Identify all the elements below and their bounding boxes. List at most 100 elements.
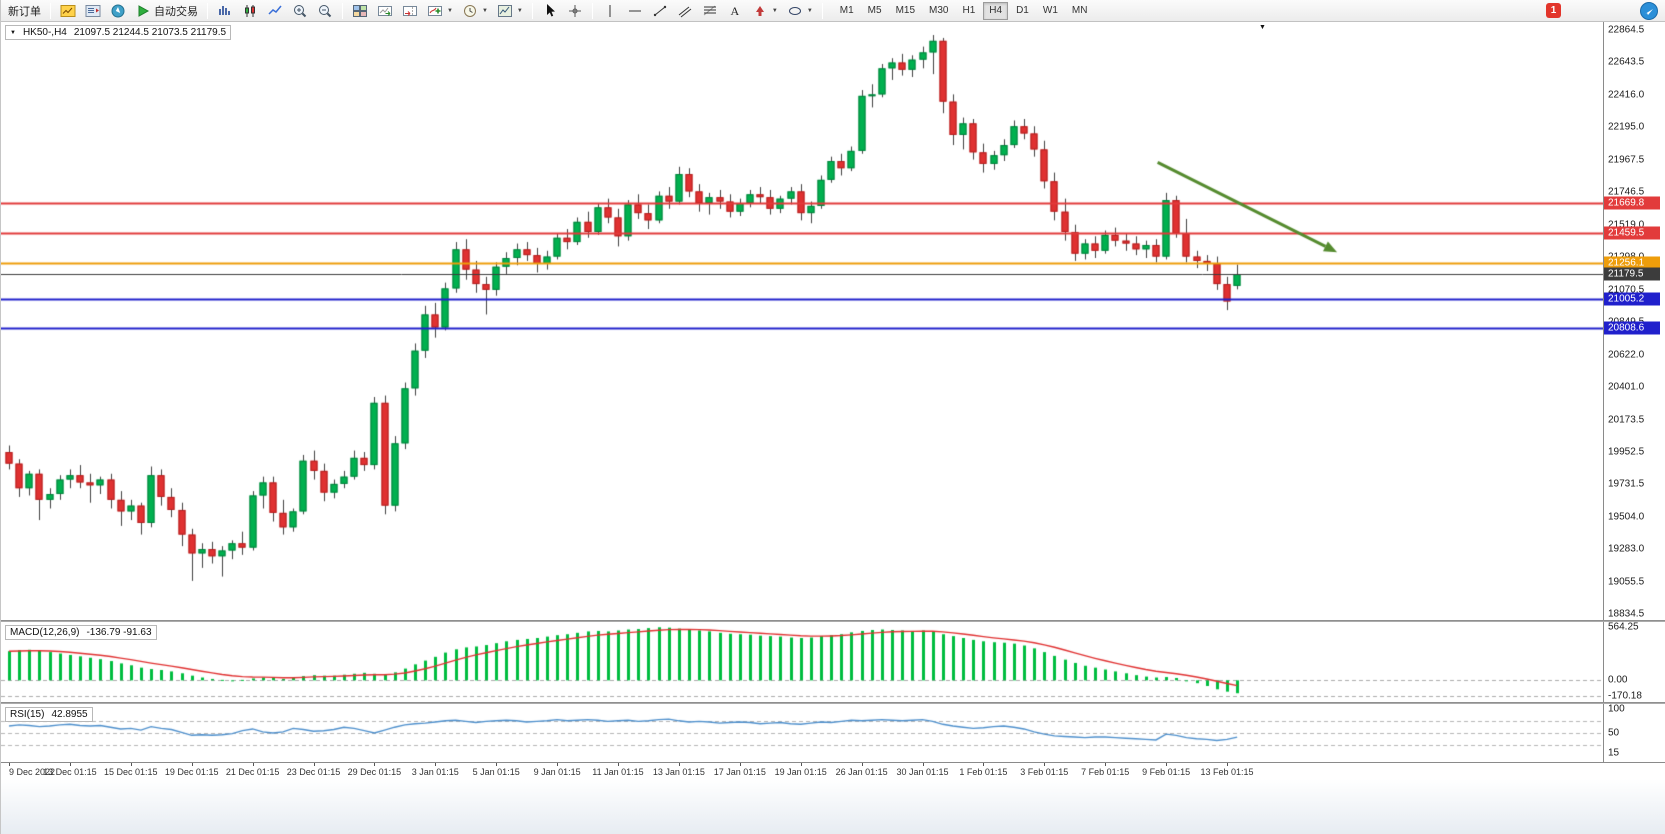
- time-axis-tick: [739, 763, 741, 766]
- auto-scroll-button[interactable]: [373, 1, 397, 21]
- vertical-line-button[interactable]: [598, 1, 622, 21]
- macd-axis[interactable]: 564.25 0.00 -170.18: [1603, 622, 1665, 702]
- navigator-button[interactable]: [106, 1, 130, 21]
- time-axis-label: 29 Dec 01:15: [347, 767, 402, 777]
- line-chart-button[interactable]: [263, 1, 287, 21]
- text-tool-icon: A: [730, 3, 740, 18]
- rsi-canvas[interactable]: [1, 704, 1603, 762]
- window-bottom-area: [1, 779, 1665, 834]
- templates-icon: [497, 3, 513, 19]
- timeframe-button-h1[interactable]: H1: [956, 2, 981, 20]
- time-axis-tick: [1166, 763, 1168, 766]
- trendline-icon: [652, 3, 668, 19]
- rsi-header: RSI(15) 42.8955: [5, 707, 93, 722]
- time-axis-tick: [922, 763, 924, 766]
- channel-icon: [677, 3, 693, 19]
- candlestick-canvas[interactable]: [1, 22, 1603, 620]
- time-axis-label: 3 Jan 01:15: [411, 767, 459, 777]
- time-axis-label: 19 Dec 01:15: [164, 767, 219, 777]
- auto-scroll-icon: [377, 3, 393, 19]
- new-order-button[interactable]: 新订单: [4, 1, 45, 21]
- toolbar-separator: [50, 2, 51, 19]
- autotrading-button[interactable]: 自动交易: [131, 1, 202, 21]
- price-tick-label: 19283.0: [1608, 543, 1645, 555]
- macd-values: -136.79 -91.63: [86, 627, 152, 638]
- main-toolbar: 新订单 自动交易: [1, 0, 1665, 22]
- shapes-icon: [787, 3, 803, 19]
- dropdown-caret-icon[interactable]: ▼: [447, 7, 453, 14]
- zoom-out-button[interactable]: [313, 1, 337, 21]
- price-line-label: 20808.6: [1604, 321, 1660, 335]
- rsi-values: 42.8955: [51, 709, 88, 720]
- trendline-button[interactable]: [648, 1, 672, 21]
- dropdown-caret-icon[interactable]: ▼: [516, 7, 523, 14]
- price-line-label: 21256.1: [1604, 256, 1660, 270]
- community-icon[interactable]: [1639, 1, 1659, 21]
- timeframe-button-m30[interactable]: M30: [923, 2, 954, 20]
- tile-windows-button[interactable]: [348, 1, 372, 21]
- macd-canvas[interactable]: [1, 622, 1603, 702]
- fibonacci-button[interactable]: [698, 1, 722, 21]
- panel-splitter[interactable]: [1, 620, 1665, 622]
- chart-shift-icon: [402, 3, 418, 19]
- price-tick-label: 19731.5: [1608, 478, 1645, 490]
- macd-header: MACD(12,26,9) -136.79 -91.63: [5, 625, 157, 640]
- time-axis[interactable]: 9 Dec 2022 13 Dec 01:15 15 Dec 01:15 19 Dec…: [1, 762, 1665, 779]
- text-button[interactable]: A: [723, 1, 747, 21]
- rsi-plot[interactable]: RSI(15) 42.8955: [1, 704, 1603, 762]
- zoom-in-icon: [292, 3, 308, 19]
- rsi-axis[interactable]: 100 50 15: [1603, 704, 1665, 762]
- time-axis-label: 17 Jan 01:15: [713, 767, 766, 777]
- horizontal-line-button[interactable]: [623, 1, 647, 21]
- timeframe-button-d1[interactable]: D1: [1010, 2, 1035, 20]
- price-tick-label: 20173.5: [1608, 414, 1645, 426]
- toolbar-separator: [531, 2, 533, 19]
- dropdown-caret-icon[interactable]: ▼: [481, 7, 488, 14]
- new-chart-button[interactable]: [56, 1, 80, 21]
- indicators-button[interactable]: ▼: [423, 1, 457, 21]
- candlestick-chart-button[interactable]: [238, 1, 262, 21]
- time-axis-label: 26 Jan 01:15: [835, 767, 888, 777]
- panel-splitter[interactable]: [1, 702, 1665, 704]
- toolbar-separator: [591, 2, 593, 19]
- chart-header: ▼ HK50-,H4 21097.5 21244.5 21073.5 21179…: [5, 25, 232, 40]
- chart-shift-button[interactable]: [398, 1, 422, 21]
- price-axis[interactable]: 22864.5 22643.5 22416.0 22195.0 21967.5 21746…: [1603, 22, 1665, 620]
- bar-chart-button[interactable]: [213, 1, 237, 21]
- timeframe-button-w1[interactable]: W1: [1037, 2, 1064, 20]
- zoom-out-icon: [317, 3, 333, 19]
- time-axis-tick: [313, 763, 315, 766]
- templates-button[interactable]: ▼: [493, 1, 527, 21]
- notification-badge[interactable]: 1: [1546, 3, 1561, 18]
- shapes-button[interactable]: ▼: [783, 1, 817, 21]
- rsi-scale-label: 100: [1608, 703, 1625, 715]
- arrows-button[interactable]: ▼: [748, 1, 782, 21]
- price-tick-label: 22416.0: [1608, 89, 1645, 101]
- dropdown-caret-icon[interactable]: ▼: [806, 7, 813, 14]
- price-tick-label: 21967.5: [1608, 154, 1645, 166]
- time-axis-label: 7 Feb 01:15: [1081, 767, 1130, 777]
- macd-plot[interactable]: MACD(12,26,9) -136.79 -91.63: [1, 622, 1603, 702]
- time-axis-label: 21 Dec 01:15: [225, 767, 280, 777]
- timeframe-button-m5[interactable]: M5: [862, 2, 888, 20]
- crosshair-button[interactable]: [563, 1, 587, 21]
- timeframe-button-m1[interactable]: M1: [834, 2, 860, 20]
- price-chart-plot[interactable]: ▼ HK50-,H4 21097.5 21244.5 21073.5 21179…: [1, 22, 1603, 620]
- timeframe-button-m15[interactable]: M15: [890, 2, 921, 20]
- rsi-panel: RSI(15) 42.8955 100 50 15: [1, 704, 1665, 762]
- timeframe-button-mn[interactable]: MN: [1066, 2, 1094, 20]
- market-watch-button[interactable]: [81, 1, 105, 21]
- timeframe-button-h4[interactable]: H4: [983, 1, 1009, 20]
- cursor-icon: [542, 3, 558, 19]
- rsi-scale-label: 50: [1608, 727, 1620, 739]
- cursor-button[interactable]: [538, 1, 562, 21]
- time-axis-label: 9 Jan 01:15: [533, 767, 581, 777]
- periods-button[interactable]: ▼: [458, 1, 492, 21]
- channel-button[interactable]: [673, 1, 697, 21]
- dropdown-caret-icon[interactable]: ▼: [771, 7, 778, 14]
- line-chart-icon: [267, 3, 283, 19]
- chart-context-chevron[interactable]: ▼: [1259, 24, 1266, 31]
- chart-collapse-icon[interactable]: ▼: [10, 29, 16, 36]
- time-axis-tick: [69, 763, 71, 766]
- zoom-in-button[interactable]: [288, 1, 312, 21]
